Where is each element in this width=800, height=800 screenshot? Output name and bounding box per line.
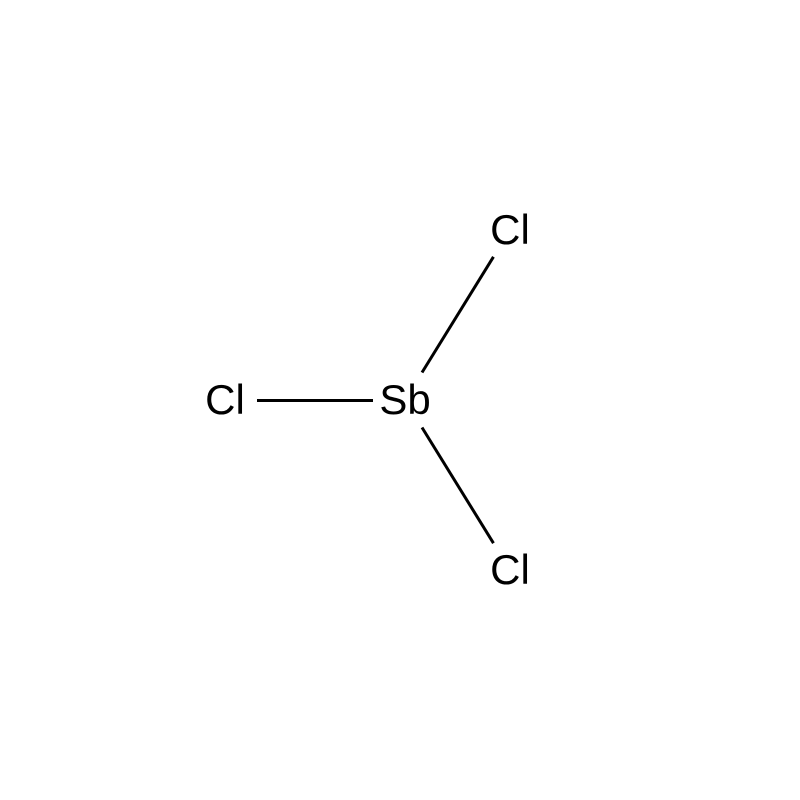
atom-sb-center: Sb <box>379 379 430 421</box>
bond-sb-cl-bottom <box>421 426 495 543</box>
bond-sb-cl-top <box>421 256 495 373</box>
atom-cl-left: Cl <box>205 379 245 421</box>
bond-sb-cl-left <box>257 399 373 402</box>
atom-cl-top-right: Cl <box>490 209 530 251</box>
atom-cl-bottom-right: Cl <box>490 549 530 591</box>
chemical-structure-diagram: Sb Cl Cl Cl <box>0 0 800 800</box>
